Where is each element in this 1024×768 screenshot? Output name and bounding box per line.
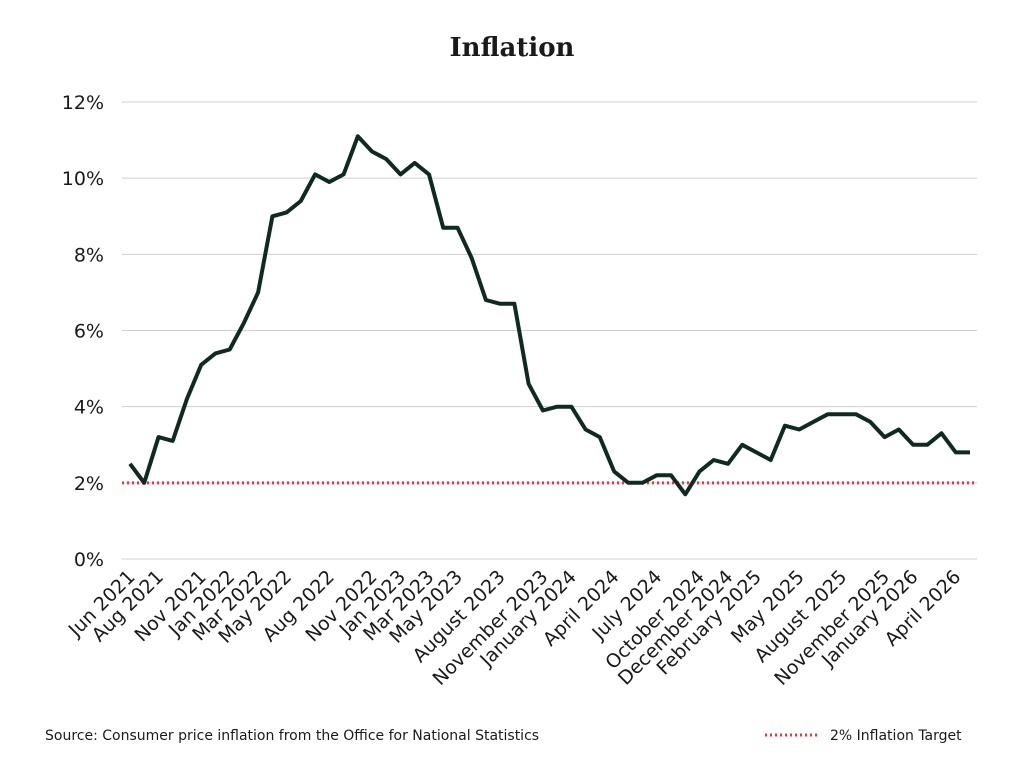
y-tick-label: 2%	[74, 473, 104, 495]
source-note: Source: Consumer price inflation from th…	[45, 728, 539, 744]
y-tick-label: 6%	[74, 321, 104, 343]
y-tick-label: 12%	[62, 92, 104, 114]
data-line	[128, 134, 970, 497]
chart-title: Inflation	[450, 33, 575, 63]
y-tick-label: 10%	[62, 168, 104, 190]
y-tick-label: 4%	[74, 397, 104, 419]
y-tick-label: 0%	[74, 549, 104, 571]
y-tick-label: 8%	[74, 244, 104, 266]
legend-label: 2% Inflation Target	[830, 728, 962, 744]
